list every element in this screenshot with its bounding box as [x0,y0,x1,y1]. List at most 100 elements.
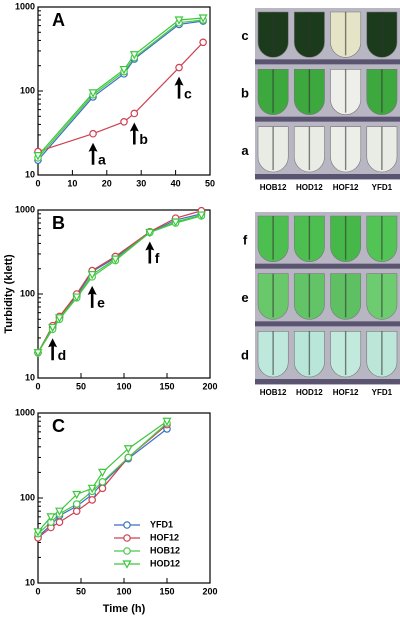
legend-marker [123,547,131,555]
x-tick-label: 30 [136,178,146,188]
marker [98,478,107,486]
marker [123,445,133,454]
photo-band [255,321,400,327]
annotation-label: b [139,131,148,147]
photo-band [255,263,400,269]
marker [72,293,82,302]
x-tick-label: 100 [116,586,131,596]
legend-marker [122,560,132,569]
marker [174,16,184,25]
row-label: e [241,290,248,305]
y-tick-label: 10 [25,169,35,179]
marker [97,468,108,478]
photo-band [255,174,400,179]
series-line [37,214,202,354]
column-label: HOB12 [260,183,287,192]
row-label: b [241,85,249,100]
marker [198,14,208,23]
marker [87,484,97,494]
marker [89,129,97,138]
annotation-label: c [184,85,192,101]
series-line [37,41,204,153]
arrow [48,338,58,361]
marker [199,38,207,47]
photo-band [255,116,400,122]
marker [33,528,43,537]
legend-label: HOF12 [150,532,179,542]
photo-band [255,59,400,65]
marker [124,453,133,462]
arrow [87,285,97,308]
marker [119,65,129,75]
marker [72,490,82,500]
row-label: a [241,143,249,158]
legend-label: HOD12 [150,558,180,568]
column-label: HOB12 [260,388,287,397]
y-tick-label: 100 [20,85,35,95]
marker [87,271,97,280]
panel-title: B [52,213,65,233]
marker [171,218,181,227]
marker [55,518,64,526]
y-axis-label: Turbidity (klett) [3,254,15,334]
plot-frame [37,412,211,584]
marker [196,211,206,220]
marker [48,323,58,333]
column-label: HOF12 [333,388,359,397]
photo-band [255,379,400,384]
column-label: HOF12 [333,183,359,192]
arrow [129,122,139,145]
x-tick-label: 50 [205,178,215,188]
legend-marker [123,521,131,529]
x-tick-label: 50 [76,381,86,391]
marker [88,496,96,504]
x-tick-label: 20 [102,178,112,188]
x-tick-label: 200 [202,381,217,391]
marker [46,513,56,522]
marker [120,117,128,126]
marker [54,314,65,323]
x-tick-label: 50 [76,586,86,596]
panel-title: C [52,416,65,436]
x-tick-label: 200 [202,586,217,596]
marker [175,63,183,72]
marker [98,484,107,493]
marker [129,51,139,60]
x-tick-label: 100 [116,381,131,391]
series-line [37,17,204,157]
x-tick-label: 150 [159,381,174,391]
marker [33,349,43,358]
arrow [88,142,98,165]
row-label: f [243,232,248,247]
panel-title: A [52,10,65,30]
arrow [145,241,155,264]
series-line [37,215,202,354]
legend-label: HOB12 [150,545,180,555]
marker [88,89,98,98]
column-label: YFD1 [372,388,393,397]
annotation-label: f [155,250,160,266]
y-tick-label: 10 [25,372,35,382]
y-tick-label: 1000 [15,204,35,214]
x-tick-label: 0 [35,178,40,188]
marker [33,152,43,161]
x-tick-label: 150 [159,586,174,596]
x-tick-label: 10 [67,178,77,188]
legend-marker [123,534,131,542]
marker [145,228,155,238]
x-tick-label: 0 [35,586,40,596]
series-line [37,213,202,354]
marker [130,109,139,118]
annotation-label: e [97,295,105,311]
x-tick-label: 40 [171,178,181,188]
column-label: HOD12 [296,388,323,397]
y-tick-label: 100 [20,288,35,298]
annotation-label: a [98,151,106,167]
x-tick-label: 0 [35,381,40,391]
y-tick-label: 10 [25,577,35,587]
y-tick-label: 1000 [15,1,35,11]
row-label: d [241,348,249,363]
marker [72,500,81,508]
column-label: HOD12 [296,183,323,192]
